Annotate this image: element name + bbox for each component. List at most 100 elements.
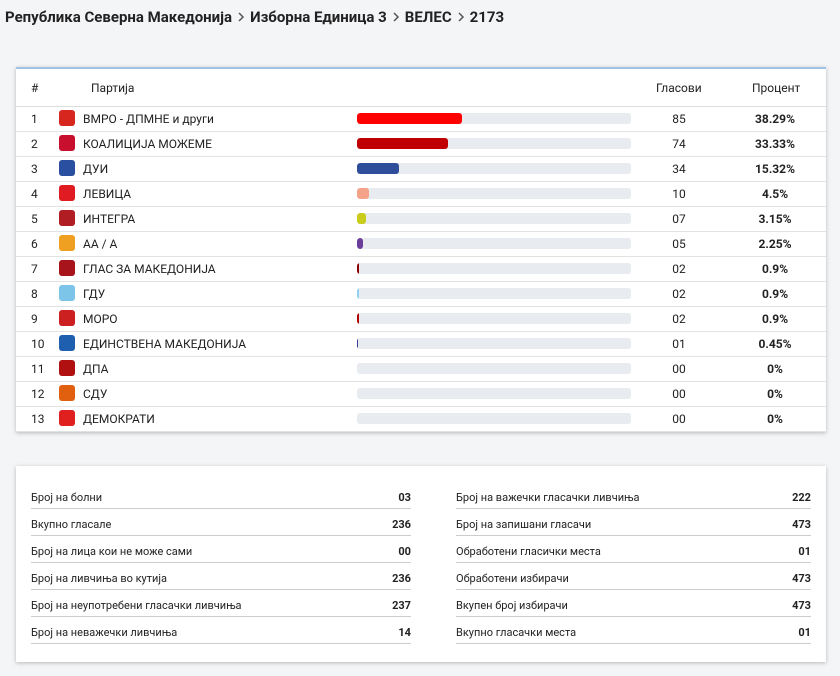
breadcrumb-item: Изборна Единица 3 [250, 8, 387, 26]
votes: 74 [672, 137, 686, 151]
bar-track [357, 388, 631, 399]
summary-row: Вкупно гласачки места 01 [456, 621, 811, 644]
table-row: 13 ДЕМОКРАТИ 00 0% [16, 406, 826, 432]
votes: 02 [672, 312, 686, 326]
percent: 4.5% [761, 187, 789, 201]
bar-track [357, 363, 631, 374]
bar-track [357, 138, 631, 149]
bar [357, 238, 364, 249]
summary-value: 01 [798, 545, 811, 558]
votes: 02 [672, 287, 686, 301]
votes: 07 [672, 212, 686, 226]
percent: 0.45% [758, 337, 792, 351]
bar-track [357, 263, 631, 274]
summary-value: 236 [392, 518, 411, 531]
summary-value: 01 [798, 626, 811, 639]
percent: 0.9% [761, 262, 789, 276]
header-cell: Гласови [656, 81, 702, 95]
summary-value: 00 [398, 545, 411, 558]
chevron [238, 12, 245, 22]
summary-value: 236 [392, 572, 411, 585]
summary-label: Обработени избирачи [456, 572, 569, 585]
votes: 00 [672, 387, 686, 401]
summary-row: Број на важечки гласачки ливчиња 222 [456, 486, 811, 509]
table-header: # Партија Гласови Процент [16, 69, 826, 107]
summary-value: 237 [392, 599, 411, 612]
party-name: АА / А [83, 237, 118, 251]
bar [357, 138, 449, 149]
table-row: 1 ВМРО - ДПМНЕ и други 85 38.29% [16, 106, 826, 132]
separator [232, 10, 250, 24]
summary-label: Вкупно гласале [31, 518, 112, 531]
summary-value: 222 [792, 491, 811, 504]
summary-label: Број на болни [31, 491, 103, 504]
party-logo [59, 185, 75, 201]
chevron [393, 12, 399, 22]
summary-label: Број на запишани гласачи [456, 518, 592, 531]
percent: 38.29% [755, 112, 795, 126]
party-name: ДПА [83, 362, 109, 376]
bar-track [357, 413, 631, 424]
summary-label: Број на неважечки ливчиња [31, 626, 178, 639]
chevron [458, 12, 464, 22]
rank: 4 [31, 187, 38, 201]
table-row: 5 ИНТЕГРА 07 3.15% [16, 206, 826, 232]
party-name: ВМРО - ДПМНЕ и други [83, 112, 214, 126]
party-name: ГЛАС ЗА МАКЕДОНИЈА [83, 262, 216, 276]
breadcrumb-item: ВЕЛЕС [404, 8, 452, 26]
summary-row: Вкупно гласале 236 [31, 513, 411, 536]
rank: 2 [31, 137, 38, 151]
percent: 0.9% [761, 287, 789, 301]
rank: 8 [31, 287, 38, 301]
percent: 2.25% [758, 237, 792, 251]
table-row: 10 ЕДИНСТВЕНА МАКЕДОНИЈА 01 0.45% [16, 331, 826, 357]
party-logo [59, 210, 75, 226]
percent: 0% [767, 387, 783, 401]
party-logo [59, 160, 75, 176]
party-logo [59, 360, 75, 376]
party-name: СДУ [83, 387, 108, 401]
party-logo [59, 335, 75, 351]
party-name: ДУИ [83, 162, 109, 176]
percent: 0% [767, 362, 783, 376]
summary-value: 473 [792, 599, 811, 612]
table-row: 3 ДУИ 34 15.32% [16, 156, 826, 182]
party-name: ЛЕВИЦА [83, 187, 132, 201]
table-row: 6 АА / А 05 2.25% [16, 231, 826, 257]
summary-row: Број на неважечки ливчиња 14 [31, 621, 411, 644]
bar-track [357, 288, 631, 299]
summary-label: Број на неупотребени гласачки ливчиња [31, 599, 242, 612]
party-logo [59, 110, 75, 126]
bar [357, 263, 360, 274]
party-name: МОРО [83, 312, 118, 326]
party-logo [59, 260, 75, 276]
rank: 13 [31, 412, 45, 426]
votes: 85 [672, 112, 686, 126]
bar [357, 338, 359, 349]
bar [357, 288, 360, 299]
bar-track [357, 163, 631, 174]
summary-row: Број на запишани гласачи 473 [456, 513, 811, 536]
summary-card: Број на болни 03 Вкупно гласале 236 Број на … [16, 466, 826, 662]
table-row: 7 ГЛАС ЗА МАКЕДОНИЈА 02 0.9% [16, 256, 826, 282]
votes: 01 [672, 337, 686, 351]
table-row: 11 ДПА 00 0% [16, 356, 826, 382]
summary-row: Број на неупотребени гласачки ливчиња 237 [31, 594, 411, 617]
percent: 3.15% [758, 212, 792, 226]
summary-value: 14 [398, 626, 411, 639]
votes: 02 [672, 262, 686, 276]
party-name: КОАЛИЦИЈА МОЖЕМЕ [83, 137, 212, 151]
rank: 5 [31, 212, 38, 226]
bar-track [357, 313, 631, 324]
summary-label: Број на ливчиња во кутија [31, 572, 168, 585]
party-name: ГДУ [83, 287, 106, 301]
table-row: 2 КОАЛИЦИЈА МОЖЕМЕ 74 33.33% [16, 131, 826, 157]
summary-row: Обработени гласички места 01 [456, 540, 811, 563]
party-logo [59, 235, 75, 251]
party-logo [59, 135, 75, 151]
rank: 3 [31, 162, 38, 176]
summary-row: Број на ливчиња во кутија 236 [31, 567, 411, 590]
summary-label: Број на важечки гласачки ливчиња [456, 491, 640, 504]
header-cell: Процент [752, 81, 801, 95]
